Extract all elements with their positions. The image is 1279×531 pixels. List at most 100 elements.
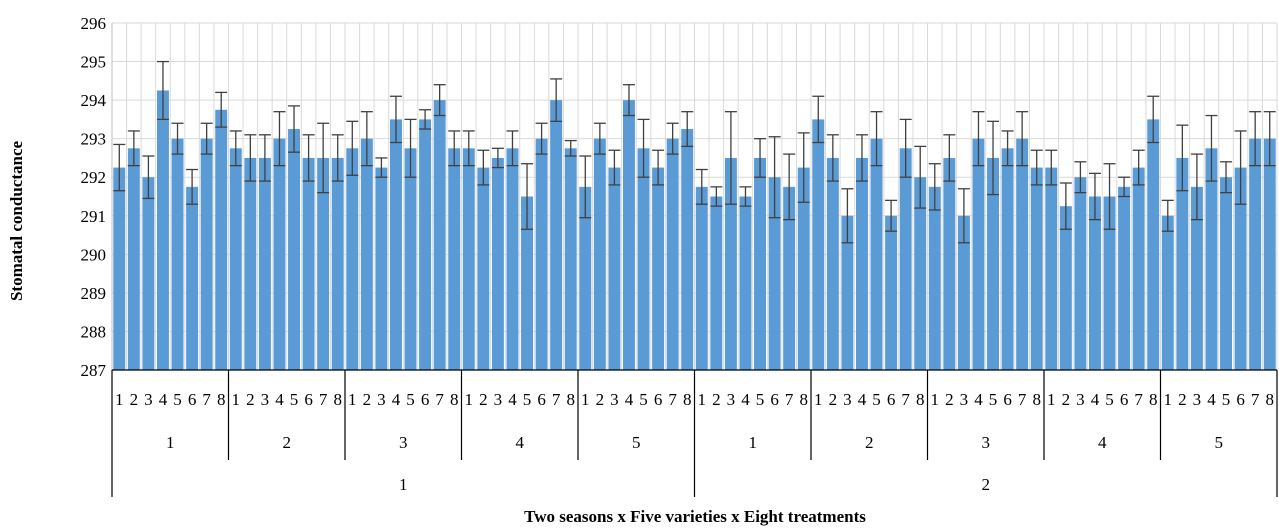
- bar: [346, 148, 359, 370]
- x-tick-label: 7: [901, 390, 910, 409]
- x-tick-label: 8: [217, 390, 226, 409]
- x-tick-label: 7: [1018, 390, 1027, 409]
- x-tick-label: 8: [1149, 390, 1158, 409]
- bar: [841, 215, 854, 370]
- bar: [215, 109, 228, 370]
- bar: [302, 157, 315, 370]
- bar: [710, 196, 723, 370]
- variety-label: 2: [283, 433, 292, 452]
- bar: [987, 157, 1000, 370]
- bar: [1030, 167, 1043, 370]
- bar: [1088, 196, 1101, 370]
- x-tick-label: 8: [566, 390, 575, 409]
- bar: [899, 148, 912, 370]
- bar: [200, 138, 213, 370]
- bar: [1059, 206, 1072, 370]
- x-tick-label: 5: [756, 390, 765, 409]
- bar: [797, 167, 810, 370]
- x-tick-label: 2: [479, 390, 488, 409]
- x-tick-label: 5: [872, 390, 881, 409]
- x-tick-label: 3: [843, 390, 852, 409]
- x-tick-label: 4: [1091, 390, 1100, 409]
- x-tick-label: 8: [333, 390, 342, 409]
- x-tick-label: 2: [712, 390, 721, 409]
- bar: [681, 129, 694, 370]
- bar: [477, 167, 490, 370]
- x-axis-title: Two seasons x Five varieties x Eight tre…: [524, 507, 866, 526]
- bar: [812, 119, 825, 370]
- bar: [579, 186, 592, 370]
- x-tick-label: 6: [654, 390, 663, 409]
- variety-label: 5: [1215, 433, 1224, 452]
- x-tick-label: 8: [1265, 390, 1274, 409]
- bar: [389, 119, 402, 370]
- x-tick-label: 5: [406, 390, 415, 409]
- x-tick-label: 6: [770, 390, 779, 409]
- x-tick-label: 2: [1062, 390, 1071, 409]
- bar: [564, 148, 577, 370]
- bar: [113, 167, 126, 370]
- bar: [957, 215, 970, 370]
- x-tick-label: 6: [421, 390, 430, 409]
- bar: [1176, 157, 1189, 370]
- bar: [229, 148, 242, 370]
- x-tick-label: 1: [1164, 390, 1173, 409]
- x-tick-label: 7: [552, 390, 561, 409]
- x-tick-label: 5: [639, 390, 648, 409]
- bar: [1249, 138, 1262, 370]
- x-tick-label: 5: [989, 390, 998, 409]
- x-tick-label: 3: [494, 390, 503, 409]
- x-tick-label: 1: [115, 390, 124, 409]
- variety-label: 3: [982, 433, 991, 452]
- bar: [754, 157, 767, 370]
- bar: [331, 157, 344, 370]
- bar: [914, 177, 927, 370]
- bar: [768, 177, 781, 370]
- x-tick-label: 5: [523, 390, 532, 409]
- x-tick-label: 6: [887, 390, 896, 409]
- x-tick-label: 4: [974, 390, 983, 409]
- x-tick-label: 3: [261, 390, 270, 409]
- bar: [171, 138, 184, 370]
- x-tick-label: 7: [319, 390, 328, 409]
- x-tick-label: 6: [537, 390, 546, 409]
- bar: [608, 167, 621, 370]
- x-tick-label: 4: [159, 390, 168, 409]
- bar: [652, 167, 665, 370]
- bar: [258, 157, 271, 370]
- bar: [695, 186, 708, 370]
- season-label: 1: [399, 475, 408, 494]
- bar: [666, 138, 679, 370]
- chart-grid: [111, 22, 1278, 371]
- x-tick-label: 4: [741, 390, 750, 409]
- x-tick-label: 6: [1236, 390, 1245, 409]
- bar: [186, 186, 199, 370]
- bar: [375, 167, 388, 370]
- x-tick-label: 8: [1032, 390, 1041, 409]
- variety-label: 3: [399, 433, 408, 452]
- y-tick-label: 289: [81, 284, 107, 303]
- y-tick-label: 290: [81, 245, 107, 264]
- x-tick-label: 4: [508, 390, 517, 409]
- y-tick-label: 295: [81, 53, 107, 72]
- bar: [1074, 177, 1087, 370]
- y-axis-title: Stomatal conductance: [7, 141, 26, 302]
- bar: [870, 138, 883, 370]
- bar: [288, 129, 301, 370]
- x-tick-label: 8: [916, 390, 925, 409]
- bar: [462, 148, 475, 370]
- x-tick-label: 2: [130, 390, 139, 409]
- bar: [885, 215, 898, 370]
- bar: [783, 186, 796, 370]
- x-tick-label: 8: [683, 390, 692, 409]
- x-tick-label: 7: [785, 390, 794, 409]
- bar: [637, 148, 650, 370]
- bar: [550, 100, 563, 370]
- y-tick-label: 293: [81, 130, 107, 149]
- bar: [419, 119, 432, 370]
- y-tick-label: 288: [81, 322, 107, 341]
- variety-label: 5: [632, 433, 641, 452]
- x-tick-label: 6: [1003, 390, 1012, 409]
- bar: [1016, 138, 1029, 370]
- season-label: 2: [982, 475, 991, 494]
